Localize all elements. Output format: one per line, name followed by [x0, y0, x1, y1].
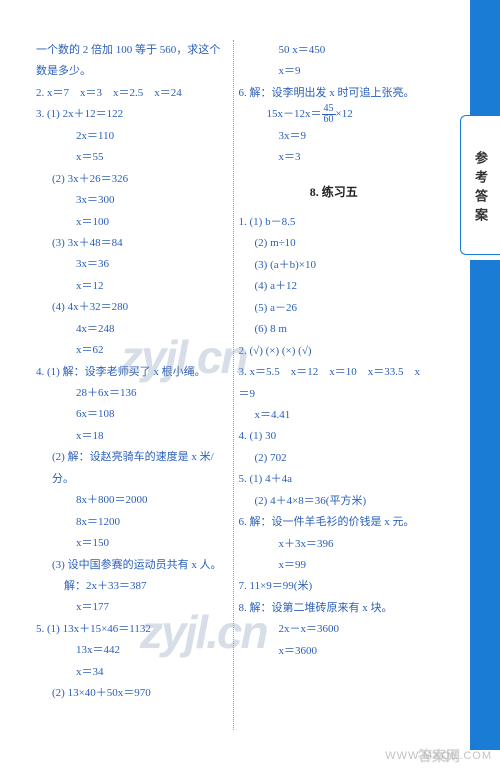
tab-bottom-block: [470, 260, 500, 750]
text-line: (2) 3x＋26＝326: [36, 169, 227, 190]
side-tab: 参考答案: [470, 0, 500, 772]
text-line: x＝3600: [239, 641, 430, 662]
text-line: (4) a＋12: [239, 276, 430, 297]
text-line: 解：2x＋33＝387: [36, 576, 227, 597]
text-line: 4x＝248: [36, 319, 227, 340]
text-line: x＝4.41: [239, 405, 430, 426]
content-area: 一个数的 2 倍加 100 等于 560，求这个数是多少。2. x＝7 x＝3 …: [30, 40, 435, 740]
text-line: 50 x＝450: [239, 40, 430, 61]
text-line: 5. (1) 13x＋15×46＝1132: [36, 619, 227, 640]
text-line: 5. (1) 4＋4a: [239, 469, 430, 490]
text-line: (2) 解：设赵亮骑车的速度是 x 米/分。: [36, 447, 227, 490]
right-column: 50 x＝450x＝96. 解：设李明出发 x 时可追上张亮。15x－12x＝4…: [233, 40, 436, 740]
text-line: (2) 4＋4×8＝36(平方米): [239, 491, 430, 512]
page-number: 177: [475, 711, 495, 727]
text-line: 6. 解：设李明出发 x 时可追上张亮。: [239, 83, 430, 104]
page-root: 参考答案 一个数的 2 倍加 100 等于 560，求这个数是多少。2. x＝7…: [0, 0, 500, 772]
text-line: 1. (1) b－8.5: [239, 212, 430, 233]
text-line: 2x＝110: [36, 126, 227, 147]
text-line: x＝12: [36, 276, 227, 297]
text-line: 6x＝108: [36, 404, 227, 425]
fraction-line: 15x－12x＝4560×12: [239, 104, 430, 125]
tab-top-block: [470, 0, 500, 130]
footer-badge: 答案网: [418, 746, 460, 766]
text-line: (3) 设中国参赛的运动员共有 x 人。: [36, 555, 227, 576]
section-title: 8. 练习五: [239, 181, 430, 204]
text-line: x＝62: [36, 340, 227, 361]
text-line: 3. x＝5.5 x＝12 x＝10 x＝33.5 x＝9: [239, 362, 430, 405]
text-line: (4) 4x＋32＝280: [36, 297, 227, 318]
text-line: x＝100: [36, 212, 227, 233]
text-line: x＝34: [36, 662, 227, 683]
text-line: 一个数的 2 倍加 100 等于 560，求这个数是多少。: [36, 40, 227, 83]
text-line: x＝99: [239, 555, 430, 576]
text-line: (2) 702: [239, 448, 430, 469]
text-line: (2) 13×40＋50x＝970: [36, 683, 227, 704]
text-line: 8x＝1200: [36, 512, 227, 533]
text-line: x＝9: [239, 61, 430, 82]
tab-label: 参考答案: [471, 151, 490, 227]
text-line: 28＋6x＝136: [36, 383, 227, 404]
text-line: 2. (√) (×) (×) (√): [239, 341, 430, 362]
text-line: 8. 解：设第二堆砖原来有 x 块。: [239, 598, 430, 619]
text-line: 4. (1) 30: [239, 426, 430, 447]
tab-label-box: 参考答案: [460, 115, 500, 255]
text-line: x＝177: [36, 597, 227, 618]
text-line: 3. (1) 2x＋12＝122: [36, 104, 227, 125]
text-line: x＝18: [36, 426, 227, 447]
text-line: 3x＝36: [36, 254, 227, 275]
text-line: 4. (1) 解：设李老师买了 x 根小绳。: [36, 362, 227, 383]
text-line: (3) 3x＋48＝84: [36, 233, 227, 254]
column-divider: [233, 40, 234, 730]
text-line: 13x＝442: [36, 640, 227, 661]
text-line: 2x－x＝3600: [239, 619, 430, 640]
left-column: 一个数的 2 倍加 100 等于 560，求这个数是多少。2. x＝7 x＝3 …: [30, 40, 233, 740]
text-line: x＝150: [36, 533, 227, 554]
text-line: 8x＋800＝2000: [36, 490, 227, 511]
text-line: 6. 解：设一件羊毛衫的价钱是 x 元。: [239, 512, 430, 533]
text-line: (2) m÷10: [239, 233, 430, 254]
text-line: x＝3: [239, 147, 430, 168]
text-line: (5) a－26: [239, 298, 430, 319]
text-line: 7. 11×9＝99(米): [239, 576, 430, 597]
text-line: (6) 8 m: [239, 319, 430, 340]
text-line: x＝55: [36, 147, 227, 168]
text-line: 3x＝9: [239, 126, 430, 147]
text-line: (3) (a＋b)×10: [239, 255, 430, 276]
text-line: 2. x＝7 x＝3 x＝2.5 x＝24: [36, 83, 227, 104]
text-line: 3x＝300: [36, 190, 227, 211]
text-line: x＋3x＝396: [239, 534, 430, 555]
